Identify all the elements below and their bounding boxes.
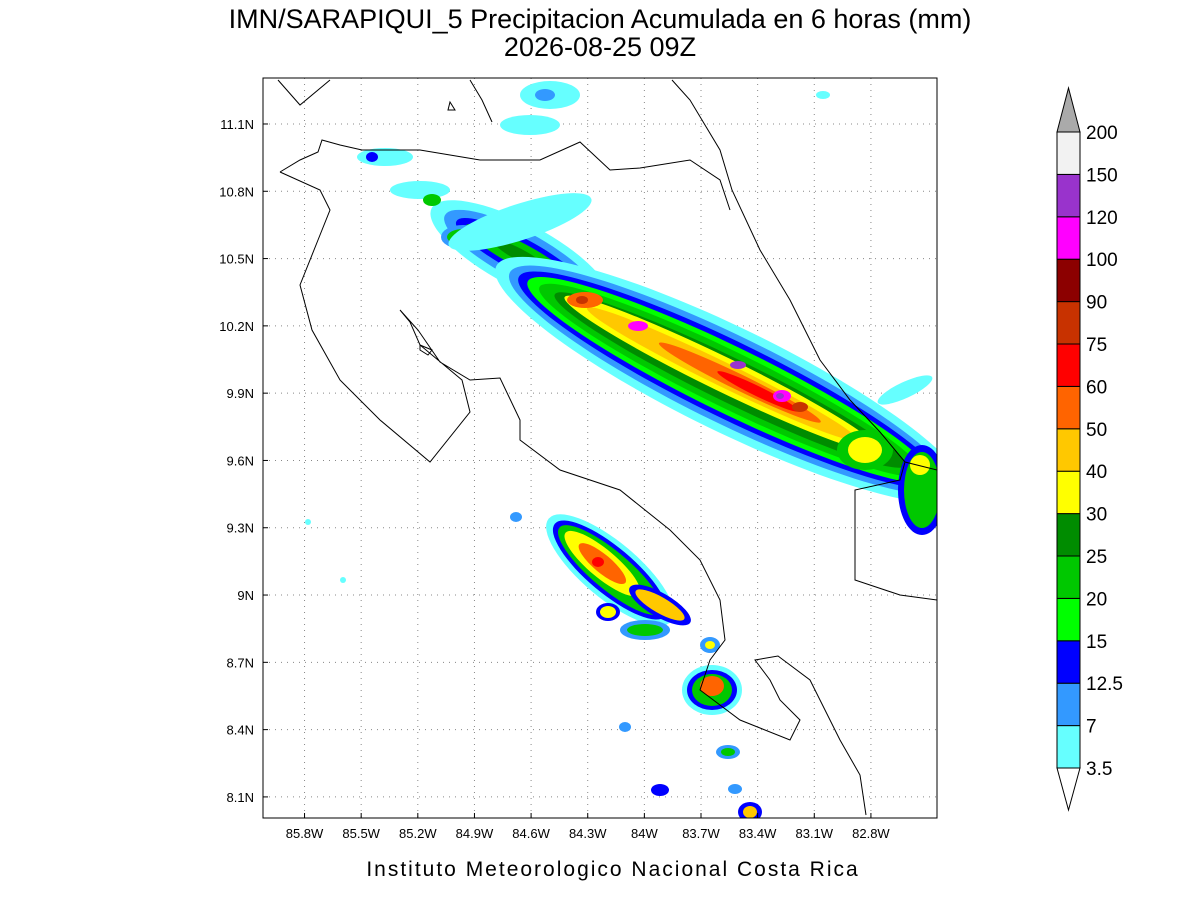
title: IMN/SARAPIQUI_5 Precipitacion Acumulada … [229, 4, 972, 34]
colorbar-label: 120 [1086, 208, 1118, 229]
colorbar-label: 7 [1086, 717, 1097, 738]
footer: Instituto Meteorologico Nacional Costa R… [366, 858, 859, 881]
colorbar-above [1056, 86, 1081, 133]
x-tick-label: 82.8W [852, 826, 890, 841]
y-tick-label: 10.8N [219, 184, 254, 199]
y-tick-label: 8.7N [227, 655, 254, 670]
colorbar-box [1056, 301, 1081, 345]
colorbar-label: 20 [1086, 589, 1107, 610]
colorbar-box [1056, 131, 1081, 175]
y-tick-label: 10.5N [219, 252, 254, 267]
colorbar-box [1056, 343, 1081, 387]
y-tick-label: 9N [237, 588, 254, 603]
x-tick-label: 85.5W [342, 826, 380, 841]
colorbar-label: 90 [1086, 293, 1107, 314]
colorbar-box [1056, 173, 1081, 218]
colorbar-box [1056, 428, 1081, 472]
x-tick-label: 85.2W [399, 826, 437, 841]
colorbar-label: 25 [1086, 547, 1107, 568]
y-tick-label: 9.9N [227, 386, 254, 401]
x-tick-label: 83.7W [682, 826, 720, 841]
y-tick-label: 8.1N [227, 790, 254, 805]
colorbar-box [1056, 470, 1081, 515]
colorbar-label: 150 [1086, 165, 1118, 186]
map-frame [262, 77, 938, 819]
x-tick-label: 83.4W [739, 826, 777, 841]
y-tick-label: 11.1N [220, 117, 254, 132]
colorbar-label: 75 [1086, 335, 1107, 356]
y-tick-label: 8.4N [227, 723, 254, 738]
y-tick-label: 9.3N [227, 521, 254, 536]
x-tick-label: 84.3W [569, 826, 607, 841]
precipitation-field [305, 81, 937, 818]
colorbar-label: 60 [1086, 377, 1107, 398]
colorbar-box [1056, 385, 1081, 430]
colorbar-label: 15 [1086, 632, 1107, 653]
colorbar-label: 3.5 [1086, 759, 1112, 780]
colorbar-label: 30 [1086, 505, 1107, 526]
colorbar-box [1056, 640, 1081, 684]
subtitle: 2026-08-25 09Z [504, 32, 696, 62]
colorbar-below [1056, 767, 1081, 812]
colorbar-box [1056, 597, 1081, 642]
colorbar-label: 40 [1086, 462, 1107, 483]
colorbar-label: 12.5 [1086, 674, 1123, 695]
colorbar-box [1056, 555, 1081, 599]
colorbar-box [1056, 725, 1081, 769]
x-tick-label: 84W [631, 826, 658, 841]
colorbar-box [1056, 682, 1081, 727]
x-tick-label: 84.9W [456, 826, 494, 841]
colorbar-box [1056, 216, 1081, 260]
x-tick-label: 84.6W [512, 826, 550, 841]
y-tick-label: 10.2N [219, 319, 254, 334]
colorbar: 3.5 7 12.5 15 20 25 30 40 50 60 75 90 100 120 150 200 [1056, 86, 1123, 812]
colorbar-box [1056, 513, 1081, 557]
x-tick-label: 83.1W [795, 826, 833, 841]
colorbar-label: 200 [1086, 123, 1118, 144]
coastlines [277, 79, 937, 816]
y-tick-label: 9.6N [227, 453, 254, 468]
colorbar-label: 50 [1086, 420, 1107, 441]
colorbar-label: 100 [1086, 250, 1118, 271]
colorbar-box [1056, 258, 1081, 303]
x-tick-label: 85.8W [286, 826, 324, 841]
